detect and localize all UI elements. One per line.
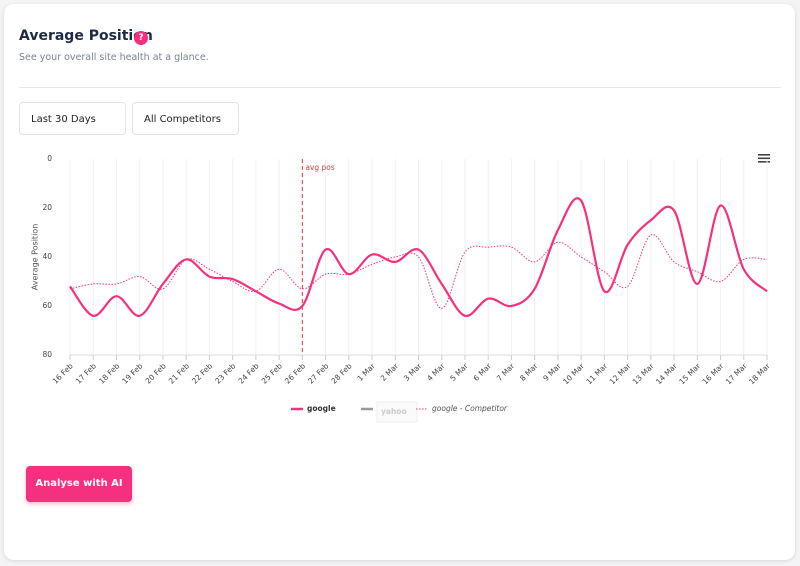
x-tick-label: 13 Mar [631, 361, 656, 386]
legend-hidden-box [376, 401, 418, 423]
y-tick-label: 80 [42, 350, 52, 359]
y-tick-label: 40 [42, 252, 52, 261]
x-tick-label: 2 Mar [379, 361, 401, 383]
x-tick-label: 17 Feb [74, 361, 98, 385]
legend-item[interactable]: yahoo [361, 401, 418, 423]
date-filter[interactable]: Last 30 Days [19, 102, 126, 135]
x-tick-label: 12 Mar [608, 361, 633, 386]
y-tick-label: 0 [47, 154, 52, 163]
x-tick-label: 8 Mar [518, 361, 540, 383]
x-tick-label: 24 Feb [236, 361, 260, 385]
x-tick-label: 18 Mar [747, 361, 772, 386]
legend-item[interactable]: google - Competitor [416, 404, 508, 413]
x-tick-label: 4 Mar [425, 361, 447, 383]
legend-label: yahoo [381, 407, 407, 416]
x-tick-label: 3 Mar [402, 361, 424, 383]
x-tick-label: 26 Feb [283, 361, 307, 385]
divider [19, 87, 781, 88]
x-tick-label: 5 Mar [448, 361, 470, 383]
x-tick-label: 17 Mar [724, 361, 749, 386]
x-tick-label: 21 Feb [167, 361, 191, 385]
x-tick-label: 16 Mar [701, 361, 726, 386]
competitor-filter[interactable]: All Competitors [132, 102, 239, 135]
x-tick-label: 28 Feb [329, 361, 353, 385]
title: Average Position [19, 28, 153, 44]
analyse-button[interactable]: Analyse with AI [26, 466, 132, 502]
x-tick-label: 9 Mar [541, 361, 563, 383]
x-tick-label: 25 Feb [260, 361, 284, 385]
legend-label: google [307, 404, 336, 413]
x-tick-label: 19 Feb [120, 361, 144, 385]
x-tick-label: 27 Feb [306, 361, 330, 385]
y-tick-label: 20 [42, 203, 52, 212]
x-tick-label: 22 Feb [190, 361, 214, 385]
legend-label: google - Competitor [432, 404, 508, 413]
annotation-label: avg pos [305, 163, 335, 172]
x-tick-label: 11 Mar [584, 361, 609, 386]
x-tick-label: 20 Feb [144, 361, 168, 385]
y-axis-title: Average Position [31, 224, 40, 291]
x-tick-label: 6 Mar [472, 361, 494, 383]
help-icon[interactable]: ? [134, 31, 148, 45]
subtitle: See your overall site health at a glance… [19, 52, 209, 63]
series-line [69, 197, 768, 317]
y-tick-label: 60 [42, 301, 52, 310]
legend-item[interactable]: google [291, 404, 336, 413]
x-tick-label: 23 Feb [213, 361, 237, 385]
x-tick-label: 18 Feb [97, 361, 121, 385]
x-tick-label: 1 Mar [355, 361, 377, 383]
x-tick-label: 7 Mar [495, 361, 517, 383]
card: Average Position ? See your overall site… [4, 4, 795, 560]
x-tick-label: 10 Mar [561, 361, 586, 386]
x-tick-label: 15 Mar [677, 361, 702, 386]
x-tick-label: 14 Mar [654, 361, 679, 386]
menu-icon[interactable] [758, 154, 770, 163]
x-tick-label: 16 Feb [51, 361, 75, 385]
